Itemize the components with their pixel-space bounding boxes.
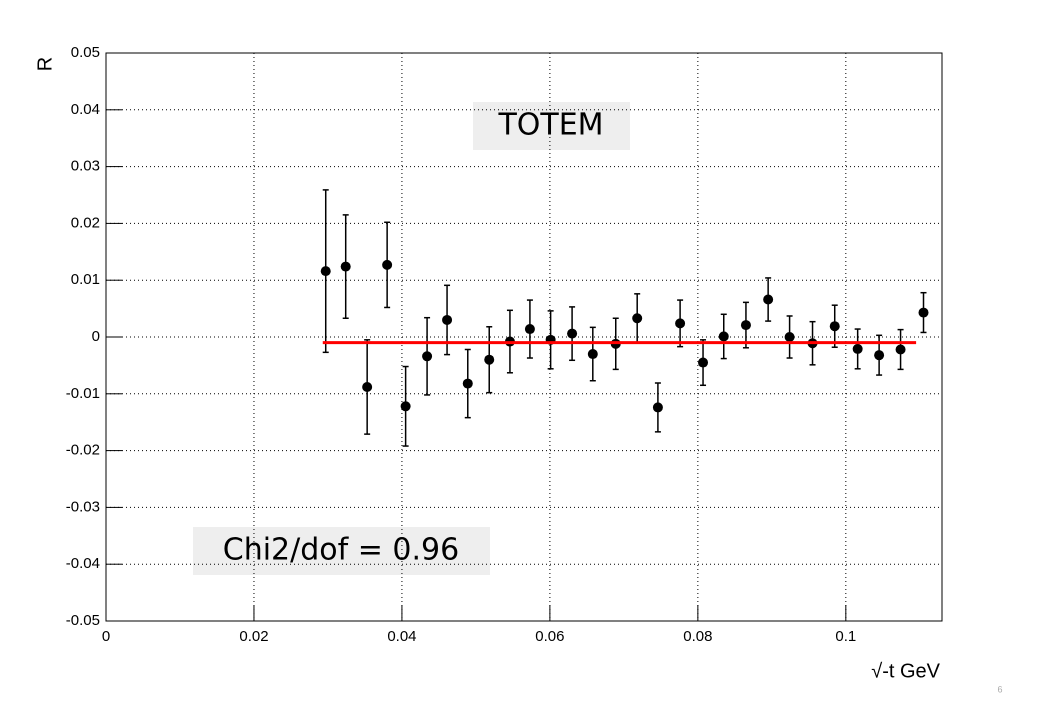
y-tick-label: 0.03	[71, 158, 100, 175]
y-tick-label: -0.02	[66, 442, 100, 459]
point	[422, 351, 433, 362]
x-tick-label: 0.04	[387, 628, 416, 645]
point	[784, 332, 795, 342]
point	[740, 320, 751, 331]
y-tick-label: -0.04	[66, 555, 100, 572]
y-tick-label: 0.05	[71, 44, 100, 61]
x-tick-label: 0.08	[683, 628, 712, 645]
y-tick-label: 0	[92, 328, 100, 345]
point	[484, 354, 495, 365]
x-tick-label: 0.02	[239, 628, 268, 645]
point	[852, 343, 863, 354]
y-tick-label: -0.03	[66, 498, 100, 515]
x-axis-label: √-t GeV	[871, 660, 940, 682]
point	[462, 378, 473, 389]
x-tick-label: 0.06	[535, 628, 564, 645]
point	[567, 328, 578, 339]
point	[718, 331, 729, 342]
y-tick-label: 0.01	[71, 271, 100, 288]
point	[632, 313, 643, 324]
point	[675, 318, 686, 329]
point	[587, 349, 598, 360]
point	[524, 324, 535, 335]
point	[652, 402, 663, 413]
point	[442, 314, 453, 325]
page-number: 6	[997, 684, 1002, 694]
plot-frame	[105, 52, 943, 622]
point	[362, 381, 373, 392]
point	[382, 259, 393, 270]
annotation-box	[473, 102, 630, 150]
y-tick-label: -0.01	[66, 385, 100, 402]
point	[874, 350, 885, 361]
point	[340, 261, 351, 272]
y-tick-label: 0.04	[71, 101, 100, 118]
annotation: TOTEM	[497, 108, 603, 143]
point	[320, 266, 331, 277]
annotation: Chi2/dof = 0.96	[223, 533, 459, 568]
point	[829, 321, 840, 332]
point	[400, 401, 411, 412]
y-tick-label: -0.05	[66, 612, 100, 629]
annotation-box	[193, 527, 490, 575]
y-tick-label: 0.02	[71, 214, 100, 231]
x-tick-label: 0.1	[835, 628, 856, 645]
point	[763, 294, 774, 305]
y-axis-label: R	[34, 57, 56, 71]
point	[918, 307, 929, 318]
x-tick-label: 0	[102, 628, 110, 645]
point	[698, 357, 709, 368]
point	[895, 344, 906, 355]
